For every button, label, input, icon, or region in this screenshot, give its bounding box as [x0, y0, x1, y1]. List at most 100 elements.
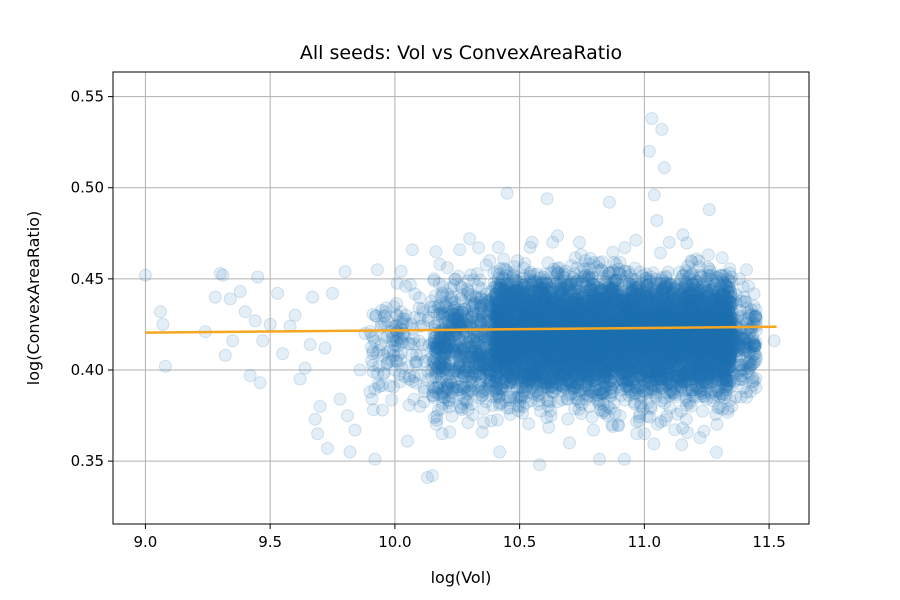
data-point [430, 345, 444, 359]
data-point [401, 360, 415, 374]
data-point [472, 379, 486, 393]
data-point [414, 368, 427, 382]
data-point [386, 380, 400, 394]
data-point [438, 337, 452, 351]
data-point [486, 398, 499, 412]
data-point [413, 347, 427, 361]
data-point [472, 383, 486, 397]
data-point [440, 362, 454, 376]
data-point [464, 288, 478, 302]
data-point [482, 295, 496, 309]
data-point [446, 380, 460, 394]
data-point [433, 358, 447, 372]
data-point [431, 359, 445, 373]
data-point [477, 416, 491, 430]
data-point [425, 363, 439, 377]
data-point [435, 386, 449, 400]
data-point [429, 344, 442, 358]
data-point [474, 298, 487, 312]
data-point [366, 347, 380, 360]
data-point [438, 361, 452, 375]
data-point [433, 325, 447, 338]
data-point [436, 397, 450, 411]
data-point [412, 301, 426, 315]
data-point [485, 389, 499, 403]
data-point [474, 370, 488, 384]
data-point [437, 335, 451, 349]
data-point [469, 341, 483, 355]
data-point [477, 350, 491, 364]
data-point [413, 291, 426, 305]
data-point [390, 355, 404, 369]
data-point [437, 350, 450, 364]
data-point [459, 335, 473, 348]
data-point [470, 324, 484, 338]
data-point [483, 348, 497, 361]
data-point [387, 334, 401, 348]
data-point [482, 349, 496, 363]
data-point [364, 340, 378, 354]
data-point [424, 336, 438, 350]
data-point [447, 367, 461, 381]
data-point [469, 365, 483, 379]
data-point [432, 277, 446, 291]
data-point [475, 389, 489, 403]
data-point [461, 384, 475, 398]
data-point [450, 318, 464, 332]
data-point [476, 309, 490, 323]
data-point [477, 345, 491, 358]
data-point [439, 296, 453, 310]
data-point [444, 308, 458, 322]
data-point [410, 348, 424, 362]
data-point [471, 345, 485, 359]
data-point [379, 301, 393, 315]
data-point [443, 290, 457, 304]
data-point [450, 339, 464, 353]
data-point [448, 272, 462, 286]
scatter-points [138, 112, 781, 484]
data-point [409, 357, 423, 371]
data-point [471, 280, 485, 293]
data-point [456, 366, 470, 380]
data-point [454, 334, 468, 348]
data-point [450, 383, 464, 397]
data-point [460, 361, 474, 375]
data-point [378, 305, 392, 319]
data-point [485, 343, 499, 357]
data-point [394, 353, 407, 367]
data-point [416, 302, 430, 316]
data-point [406, 374, 419, 388]
data-point [467, 345, 481, 359]
data-point [378, 309, 392, 323]
data-point [402, 369, 416, 383]
data-point [370, 346, 384, 360]
data-point [439, 300, 453, 314]
data-point [435, 310, 449, 324]
data-point [463, 366, 477, 380]
data-point [475, 343, 489, 357]
data-point [449, 303, 463, 317]
data-point [409, 376, 423, 390]
data-point [472, 349, 486, 362]
data-point [433, 302, 447, 315]
data-point [435, 402, 449, 415]
data-point [466, 352, 480, 365]
data-point [467, 330, 481, 344]
data-point [385, 354, 398, 368]
data-point [482, 314, 496, 328]
data-point [467, 304, 481, 318]
data-point [421, 364, 435, 378]
data-point [470, 336, 484, 349]
data-point [485, 365, 499, 379]
data-point [467, 357, 481, 371]
data-point [441, 378, 455, 392]
data-point [481, 331, 495, 345]
data-point [446, 314, 460, 328]
data-point [390, 308, 404, 322]
data-point [391, 339, 405, 353]
data-point [483, 373, 497, 387]
data-point [440, 343, 454, 357]
data-point [457, 303, 471, 316]
data-point [402, 372, 416, 386]
